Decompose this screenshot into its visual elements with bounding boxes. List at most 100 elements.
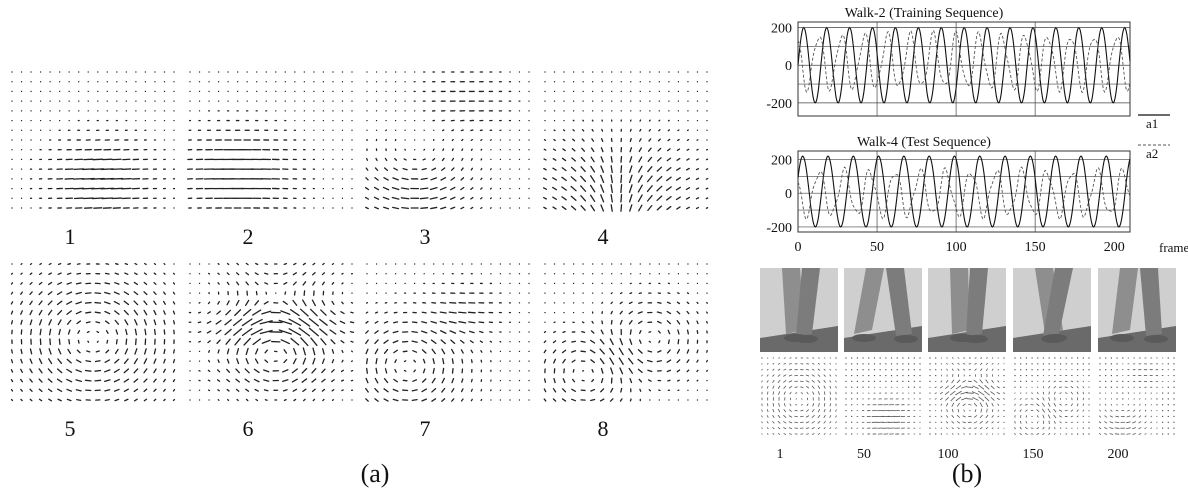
flow-dot	[164, 110, 165, 111]
flow-vector	[812, 386, 814, 388]
flow-vector	[1110, 422, 1113, 423]
flow-vector	[601, 166, 604, 172]
flow-vector	[707, 322, 708, 324]
flow-vector	[144, 399, 146, 401]
flow-vector	[545, 379, 546, 382]
flow-vector	[351, 341, 353, 342]
flow-vector	[963, 364, 965, 365]
flow-vector	[320, 319, 327, 325]
flow-vector	[1026, 427, 1028, 428]
flow-dot	[563, 283, 564, 284]
flow-dot	[544, 91, 545, 92]
flow-vector	[433, 159, 435, 161]
flow-dot	[189, 390, 190, 391]
flow-vector	[1066, 404, 1067, 405]
flow-dot	[1077, 357, 1078, 358]
flow-vector	[68, 330, 69, 334]
frame-label: 200	[1108, 447, 1129, 462]
flow-dot	[519, 91, 520, 92]
flow-dot	[500, 390, 501, 391]
flow-dot	[376, 273, 377, 274]
flow-vector	[471, 350, 472, 352]
flow-vector	[1071, 392, 1072, 394]
flow-vector	[164, 399, 165, 400]
flow-vector	[987, 434, 988, 435]
flow-dot	[395, 273, 396, 274]
flow-vector	[1140, 404, 1141, 405]
flow-vector	[812, 369, 814, 370]
flow-dot	[59, 110, 60, 111]
flow-dot	[528, 293, 529, 294]
flow-dot	[908, 375, 909, 376]
flow-vector	[978, 391, 984, 395]
flow-dot	[1111, 387, 1112, 388]
flow-vector	[422, 331, 427, 333]
flow-vector	[453, 369, 454, 374]
flow-dot	[687, 91, 688, 92]
flow-vector	[237, 399, 238, 400]
flow-vector	[393, 331, 398, 332]
flow-dot	[385, 273, 386, 274]
flow-dot	[583, 263, 584, 264]
flow-vector	[813, 392, 814, 395]
flow-vector	[659, 331, 661, 333]
flow-dot	[687, 110, 688, 111]
flow-vector	[134, 379, 138, 382]
flow-vector	[451, 207, 455, 208]
flow-vector	[767, 410, 768, 412]
flow-vector	[431, 331, 436, 333]
flow-vector	[245, 379, 249, 382]
flow-dot	[405, 71, 406, 72]
x-tick-label: 100	[946, 240, 967, 255]
flow-dot	[424, 130, 425, 131]
flow-vector	[443, 139, 444, 140]
flow-dot	[621, 81, 622, 82]
flow-vector	[544, 332, 545, 333]
flow-vector	[1049, 427, 1050, 429]
y-tick-label: 200	[771, 22, 792, 37]
flow-dot	[1173, 422, 1174, 423]
flow-dot	[1168, 398, 1169, 399]
flow-vector	[621, 175, 622, 183]
flow-vector	[218, 302, 219, 305]
flow-dot	[706, 273, 707, 274]
flow-dot	[519, 331, 520, 332]
flow-dot	[173, 81, 174, 82]
flow-vector	[553, 350, 555, 353]
flow-dot	[1003, 410, 1004, 411]
flow-vector	[88, 341, 89, 342]
flow-dot	[405, 139, 406, 140]
flow-field-4	[544, 71, 708, 211]
flow-dot	[199, 81, 200, 82]
flow-dot	[189, 91, 190, 92]
flow-dot	[509, 361, 510, 362]
flow-dot	[659, 273, 660, 274]
flow-vector	[11, 311, 12, 314]
flow-dot	[135, 120, 136, 121]
flow-vector	[1127, 416, 1130, 417]
flow-vector	[998, 422, 999, 423]
flow-vector	[462, 379, 463, 382]
flow-vector	[366, 178, 368, 180]
flow-vector	[571, 186, 576, 190]
flow-dot	[405, 91, 406, 92]
flow-dot	[21, 101, 22, 102]
flow-vector	[974, 422, 977, 423]
flow-vector	[1128, 404, 1129, 405]
flow-vector	[58, 292, 62, 295]
flow-dot	[919, 392, 920, 393]
flow-vector	[375, 349, 377, 353]
flow-vector	[462, 359, 463, 363]
flow-vector	[48, 301, 52, 305]
flow-vector	[946, 404, 947, 406]
flow-dot	[1168, 387, 1169, 388]
flow-dot	[630, 273, 631, 274]
flow-vector	[582, 139, 584, 141]
flow-dot	[405, 101, 406, 102]
flow-vector	[218, 283, 219, 284]
flow-dot	[519, 380, 520, 381]
flow-vector	[812, 380, 814, 382]
flow-vector	[789, 428, 792, 429]
flow-vector	[144, 359, 146, 364]
